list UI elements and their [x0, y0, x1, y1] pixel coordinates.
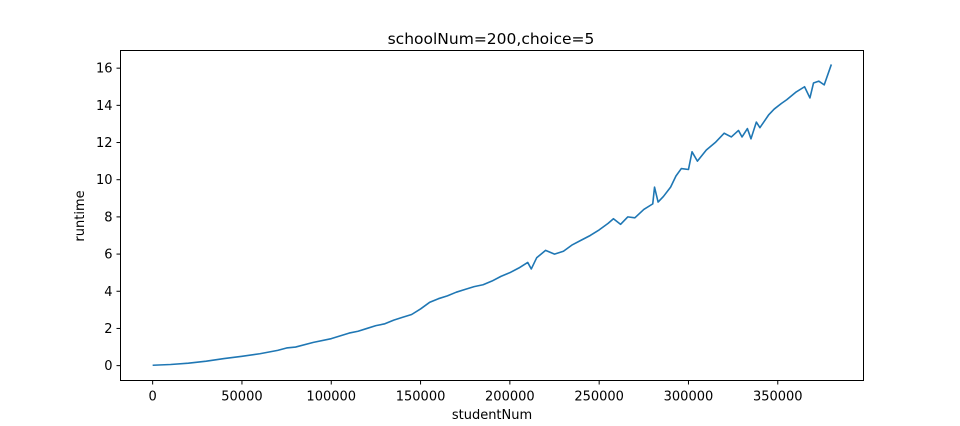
- y-axis-label: runtime: [73, 190, 88, 241]
- y-tick-label: 14: [96, 99, 113, 114]
- y-tick-label: 10: [96, 173, 113, 188]
- x-tick-label: 150000: [396, 390, 446, 405]
- y-tick-label: 2: [104, 322, 112, 337]
- x-axis: 0 50000 100000 150000 200000 250000 300000 3500…: [149, 380, 803, 405]
- x-tick-label: 0: [149, 390, 157, 405]
- x-tick-label: 250000: [574, 390, 624, 405]
- x-tick-label: 300000: [664, 390, 714, 405]
- x-tick-label: 350000: [753, 390, 803, 405]
- y-tick-label: 6: [104, 248, 112, 263]
- series-line: [152, 64, 833, 367]
- x-axis-label: studentNum: [452, 408, 532, 423]
- y-tick-label: 16: [96, 62, 113, 77]
- y-axis: 0 2 4 6 8 10 12 14 16: [96, 62, 121, 374]
- chart-title: schoolNum=200,choice=5: [388, 30, 595, 48]
- plot-area: [152, 64, 833, 367]
- y-tick-label: 8: [104, 210, 112, 225]
- plot-frame: [120, 50, 864, 381]
- y-tick-label: 0: [104, 359, 112, 374]
- y-tick-label: 12: [96, 136, 113, 151]
- x-tick-label: 100000: [306, 390, 356, 405]
- y-tick-label: 4: [104, 285, 112, 300]
- x-tick-label: 50000: [221, 390, 262, 405]
- x-tick-label: 200000: [485, 390, 535, 405]
